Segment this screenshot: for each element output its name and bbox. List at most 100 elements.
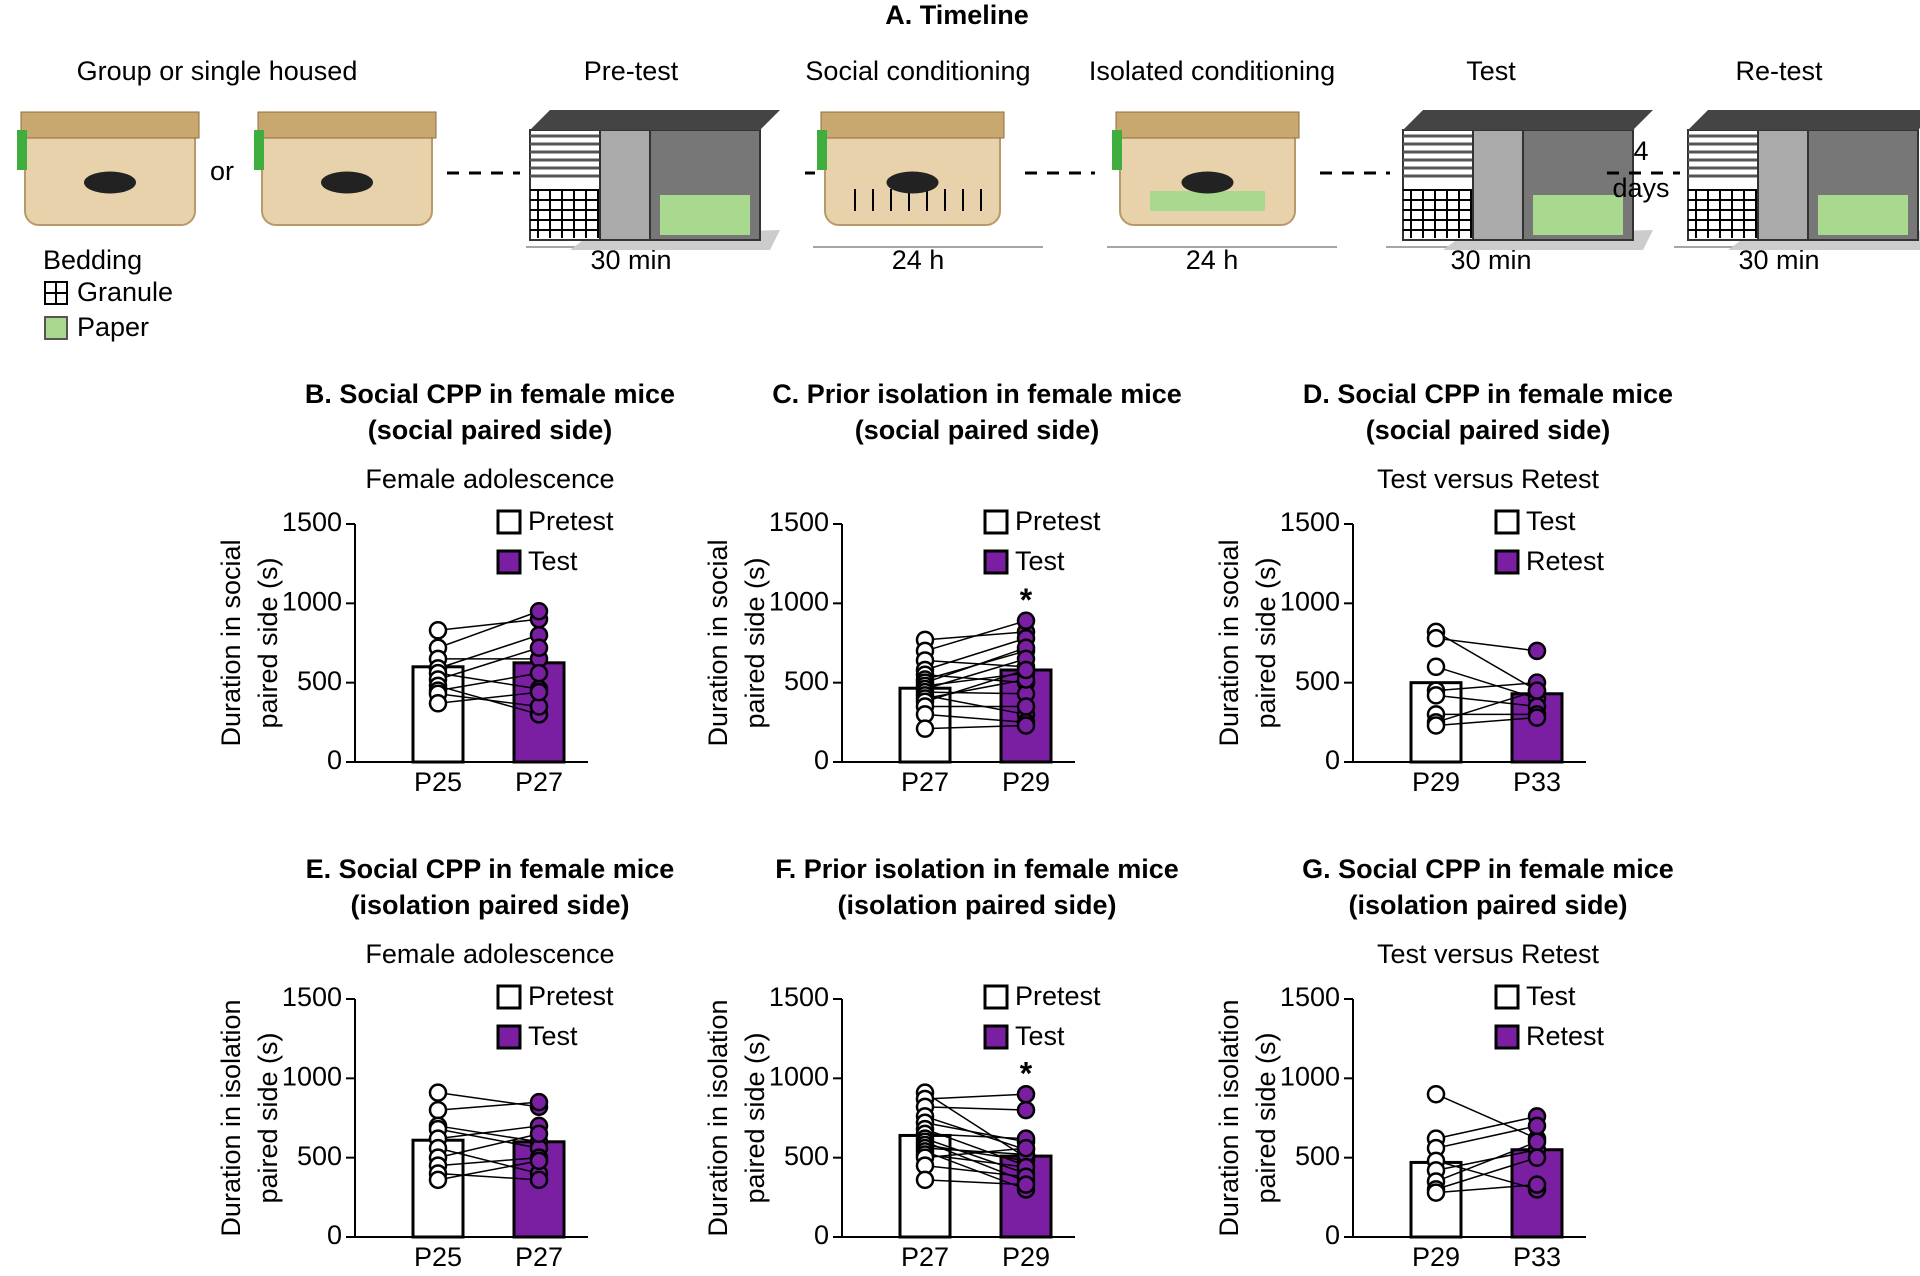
x-tick-label: P29 [1002, 767, 1050, 797]
pair-line [924, 1093, 1027, 1100]
pair-line [924, 691, 1027, 695]
legend-swatch [496, 509, 522, 535]
box-left [1687, 129, 1759, 241]
legend-label: Pretest [1015, 981, 1101, 1011]
pair-line [924, 1147, 1027, 1159]
y-axis-label: Duration in isolation [1214, 999, 1244, 1236]
data-point [1016, 660, 1036, 680]
stage-label: Isolated conditioning [1089, 56, 1335, 86]
y-tick-label: 1000 [769, 586, 829, 616]
pair-line [437, 1147, 540, 1175]
legend-label: Test [528, 546, 578, 576]
data-point [1426, 628, 1446, 648]
y-axis-label: Duration in isolation [703, 999, 733, 1236]
pair-line [924, 1091, 1027, 1159]
bedding-title: Bedding [43, 245, 142, 275]
data-point [915, 719, 935, 738]
panel-subtitle: Test versus Retest [1377, 939, 1600, 969]
mouse [84, 171, 136, 194]
data-point [1426, 716, 1446, 735]
pair-line [437, 1101, 540, 1111]
pair-line [437, 647, 540, 681]
significance: * [1020, 582, 1033, 618]
x-tick-label: P29 [1412, 767, 1460, 797]
pair-line [924, 658, 1027, 690]
stage-label: Re-test [1735, 56, 1823, 86]
pair-line [1435, 631, 1538, 692]
y-tick-label: 1500 [282, 507, 342, 537]
panel-subtitle: Female adolescence [365, 464, 614, 494]
legend-label: Test [1526, 981, 1576, 1011]
pair-line [437, 1172, 540, 1181]
stage-duration: 30 min [1738, 245, 1819, 275]
y-tick-label: 500 [1295, 1141, 1340, 1171]
stage-label: Group or single housed [77, 56, 358, 86]
paper-swatch [44, 316, 68, 340]
pair-line [437, 1160, 540, 1181]
x-tick-label: P27 [901, 1242, 949, 1272]
pair-line [924, 669, 1027, 703]
panel-title: (social paired side) [1366, 415, 1611, 445]
pair-line [1435, 1115, 1538, 1140]
data-point [428, 1100, 448, 1120]
data-point [1527, 1175, 1547, 1194]
panel-title: (social paired side) [368, 415, 613, 445]
cage-lid [20, 111, 200, 139]
pair-line [924, 1179, 1027, 1186]
cage-clip [254, 130, 264, 170]
data-point [1016, 697, 1036, 716]
data-point [529, 682, 549, 702]
box-middle [599, 129, 651, 241]
data-point [1016, 1138, 1036, 1158]
data-point [428, 1170, 448, 1190]
pair-line [924, 1115, 1027, 1151]
x-tick-label: P27 [515, 1242, 563, 1272]
stage-label: Test [1466, 56, 1516, 86]
pair-line [437, 1128, 540, 1149]
data-point [529, 1124, 549, 1144]
pair-line [924, 1133, 1027, 1140]
x-tick-label: P27 [515, 767, 563, 797]
stage-duration: 24 h [1186, 245, 1239, 275]
pair-line [924, 678, 1027, 700]
x-tick-label: P29 [1002, 1242, 1050, 1272]
data-point [529, 663, 549, 683]
y-tick-label: 0 [327, 745, 342, 775]
x-tick-label: P29 [1412, 1242, 1460, 1272]
pair-line [437, 672, 540, 690]
panel-subtitle: Female adolescence [365, 939, 614, 969]
timeline-title: A. Timeline [885, 0, 1029, 30]
box-paper [660, 195, 750, 235]
data-point [1426, 686, 1446, 705]
pair-line [1435, 689, 1538, 724]
legend-label: Test [1015, 1021, 1065, 1051]
panel-title: B. Social CPP in female mice [305, 379, 675, 409]
pair-line [924, 694, 1027, 716]
legend-swatch [496, 549, 522, 575]
box-top [1403, 110, 1653, 130]
data-point [529, 638, 549, 658]
pair-line [924, 713, 1027, 724]
legend-label: Test [1526, 506, 1576, 536]
legend-swatch [1494, 509, 1520, 535]
panel-title: D. Social CPP in female mice [1303, 379, 1673, 409]
y-axis-label: paired side (s) [253, 557, 283, 728]
pair-line [924, 637, 1027, 671]
data-point [1016, 1100, 1036, 1120]
box-paper [1818, 195, 1908, 235]
pair-line [1435, 1141, 1538, 1183]
pair-line [924, 1150, 1027, 1191]
panel-title: (isolation paired side) [350, 890, 629, 920]
legend-swatch [1494, 984, 1520, 1010]
pair-line [1435, 1093, 1538, 1140]
y-tick-label: 500 [1295, 666, 1340, 696]
pair-line [1435, 694, 1538, 708]
pair-line [437, 1091, 540, 1108]
or-label: or [210, 156, 234, 186]
stage-duration: 30 min [590, 245, 671, 275]
panel-title: (isolation paired side) [1348, 890, 1627, 920]
pair-line [1435, 1183, 1538, 1194]
y-tick-label: 0 [1325, 745, 1340, 775]
legend-label: Test [528, 1021, 578, 1051]
data-point [1016, 611, 1036, 631]
